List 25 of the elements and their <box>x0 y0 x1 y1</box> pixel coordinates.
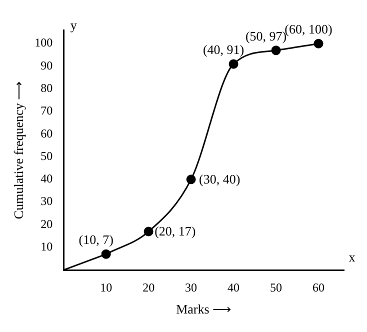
annotation: (60, 100) <box>284 22 332 37</box>
x-axis-title: Marks ⟶ <box>176 302 232 317</box>
y-tick-label: 100 <box>34 36 53 50</box>
annotation: (30, 40) <box>199 171 240 186</box>
y-tick-label: 40 <box>40 172 53 186</box>
y-tick-label: 60 <box>40 126 53 140</box>
annotation: (10, 7) <box>78 232 114 248</box>
x-tick-label: 60 <box>312 280 325 294</box>
y-tick-label: 20 <box>40 216 53 231</box>
y-tick-label: 90 <box>40 58 53 72</box>
annotation: (20, 17) <box>154 224 196 239</box>
annotation: (40, 91) <box>202 42 244 57</box>
y-axis-title: Cumulative frequency ⟶ <box>11 80 26 220</box>
x-tick-label: 50 <box>270 280 282 294</box>
y-tick-label: 30 <box>40 194 53 208</box>
x-tick-label: 40 <box>228 280 240 294</box>
x-tick-label: 30 <box>185 280 198 294</box>
y-tick-label: 50 <box>40 148 53 163</box>
x-tick-label: 20 <box>142 280 155 294</box>
y-tick-label: 80 <box>40 81 53 96</box>
text: x <box>348 249 356 264</box>
y-tick-label: 70 <box>40 104 53 118</box>
y-tick-label: 10 <box>40 240 53 254</box>
x-tick-label: 10 <box>100 280 112 294</box>
annotation: y <box>70 17 78 32</box>
